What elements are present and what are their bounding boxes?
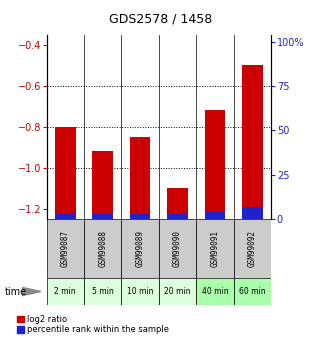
Bar — [167, 188, 188, 219]
Bar — [242, 65, 263, 219]
Bar — [55, 127, 75, 219]
Bar — [121, 219, 159, 278]
Text: GSM99087: GSM99087 — [61, 230, 70, 267]
Bar — [47, 278, 84, 305]
Text: 60 min: 60 min — [239, 287, 266, 296]
Text: GSM99088: GSM99088 — [98, 230, 107, 267]
Text: 20 min: 20 min — [164, 287, 191, 296]
Text: GSM99091: GSM99091 — [211, 230, 220, 267]
Legend: log2 ratio, percentile rank within the sample: log2 ratio, percentile rank within the s… — [17, 315, 169, 334]
Text: GSM99090: GSM99090 — [173, 230, 182, 267]
Text: GSM99092: GSM99092 — [248, 230, 257, 267]
Text: 10 min: 10 min — [127, 287, 153, 296]
Bar — [92, 151, 113, 219]
Bar — [159, 219, 196, 278]
Bar — [242, 207, 263, 219]
Bar — [84, 278, 121, 305]
Bar — [196, 219, 234, 278]
Bar — [55, 214, 75, 219]
Bar — [167, 214, 188, 219]
Text: GSM99089: GSM99089 — [136, 230, 145, 267]
Bar — [196, 278, 234, 305]
Text: 40 min: 40 min — [202, 287, 228, 296]
Text: time: time — [5, 287, 27, 296]
Bar — [159, 278, 196, 305]
Bar — [130, 137, 151, 219]
Bar — [47, 219, 84, 278]
Bar — [92, 214, 113, 219]
Bar — [130, 214, 151, 219]
Text: 2 min: 2 min — [55, 287, 76, 296]
Bar — [234, 278, 271, 305]
Bar — [205, 212, 225, 219]
Text: GDS2578 / 1458: GDS2578 / 1458 — [109, 12, 212, 25]
Bar — [121, 278, 159, 305]
Bar — [234, 219, 271, 278]
Bar — [84, 219, 121, 278]
Polygon shape — [22, 287, 41, 296]
Text: 5 min: 5 min — [92, 287, 114, 296]
Bar — [205, 110, 225, 219]
